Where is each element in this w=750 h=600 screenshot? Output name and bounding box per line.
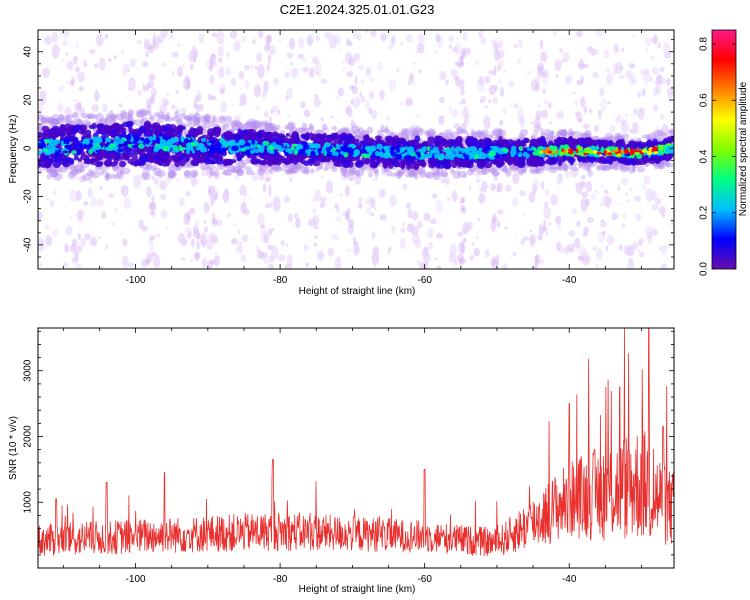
snr-series-line bbox=[38, 328, 674, 557]
snr-y-axis-label: SNR (10 * v/v) bbox=[8, 416, 19, 480]
chart-title: C2E1.2024.325.01.01.G23 bbox=[280, 2, 435, 17]
snr-y-tick-label: 1000 bbox=[23, 491, 34, 514]
spectrogram-x-tick-label: -40 bbox=[562, 275, 577, 286]
colorbar-ticks: 0.0 0.2 0.4 0.6 0.8 bbox=[699, 37, 736, 276]
spectrogram-y-axis-label: Frequency (Hz) bbox=[8, 115, 19, 184]
snr-x-tick-label: -80 bbox=[273, 574, 288, 585]
spectrogram-y-tick-label: 40 bbox=[23, 46, 34, 58]
colorbar: 0.0 0.2 0.4 0.6 0.8 Normalized spectral ampl… bbox=[699, 29, 749, 276]
snr-x-tick-label: -60 bbox=[417, 574, 432, 585]
snr-panel: -100 -80 -60 -40 1000 2000 3000 Height of stra… bbox=[8, 327, 675, 595]
spectrogram-ticks: -100 -80 -60 -40 -40 -20 0 20 40 bbox=[23, 30, 674, 286]
snr-x-tick-label: -100 bbox=[126, 574, 146, 585]
snr-x-axis-label: Height of straight line (km) bbox=[299, 584, 416, 595]
colorbar-tick-label: 0.2 bbox=[699, 205, 710, 219]
snr-y-tick-label: 2000 bbox=[23, 425, 34, 448]
colorbar-label: Normalized spectral amplitude bbox=[738, 81, 749, 216]
spectrogram-x-tick-label: -80 bbox=[273, 275, 288, 286]
spectrogram-x-axis-label: Height of straight line (km) bbox=[299, 286, 416, 297]
spectrogram-y-tick-label: 0 bbox=[23, 145, 34, 151]
spectrogram-frame bbox=[37, 29, 675, 270]
snr-frame bbox=[37, 327, 675, 569]
colorbar-tick-label: 0.6 bbox=[699, 93, 710, 107]
colorbar-tick-label: 0.4 bbox=[699, 149, 710, 163]
spectrogram-panel: -100 -80 -60 -40 -40 -20 0 20 40 Height of strai… bbox=[8, 29, 675, 297]
spectrogram-y-tick-label: -20 bbox=[23, 189, 34, 204]
colorbar-tick-label: 0.0 bbox=[699, 262, 710, 276]
colorbar-gradient bbox=[712, 30, 736, 269]
spectrogram-y-tick-label: 20 bbox=[23, 94, 34, 106]
spectrogram-blobs bbox=[38, 30, 674, 269]
snr-ticks: -100 -80 -60 -40 1000 2000 3000 bbox=[23, 328, 674, 585]
snr-y-tick-label: 3000 bbox=[23, 359, 34, 382]
spectrogram-y-tick-label: -40 bbox=[23, 237, 34, 252]
spectrogram-x-tick-label: -100 bbox=[126, 275, 146, 286]
snr-x-tick-label: -40 bbox=[562, 574, 577, 585]
spectrogram-x-tick-label: -60 bbox=[417, 275, 432, 286]
colorbar-frame bbox=[711, 29, 737, 270]
colorbar-tick-label: 0.8 bbox=[699, 37, 710, 51]
